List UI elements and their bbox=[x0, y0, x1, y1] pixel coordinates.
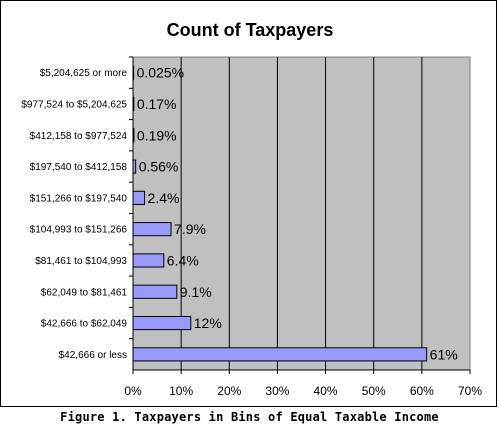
category-label: $81,461 to $104,993 bbox=[35, 256, 127, 267]
x-tick-label: 30% bbox=[265, 384, 289, 398]
x-tick-label: 70% bbox=[458, 384, 482, 398]
category-label: $151,266 to $197,540 bbox=[30, 193, 128, 204]
chart-title: Count of Taxpayers bbox=[167, 20, 334, 40]
bar bbox=[132, 65, 135, 80]
x-tick-label: 60% bbox=[410, 384, 434, 398]
data-label: 12% bbox=[194, 315, 222, 331]
bar bbox=[132, 128, 135, 143]
bar bbox=[132, 347, 428, 362]
category-label: $412,158 to $977,524 bbox=[30, 131, 128, 142]
bar-chart: Count of Taxpayers 0% 10% 20% 30% 40% 50% 60% 7… bbox=[21, 20, 482, 398]
data-label: 9.1% bbox=[180, 284, 212, 300]
plot-area: 0% 10% 20% 30% 40% 50% 60% 70% $5,204,625 or mor… bbox=[21, 56, 482, 398]
bar bbox=[132, 284, 178, 299]
category-label: $197,540 to $412,158 bbox=[30, 162, 128, 173]
data-label: 0.56% bbox=[139, 159, 179, 175]
figure-caption: Figure 1. Taxpayers in Bins of Equal Tax… bbox=[60, 410, 439, 424]
x-tick-label: 50% bbox=[362, 384, 386, 398]
bar bbox=[132, 190, 146, 205]
x-tick-label: 40% bbox=[314, 384, 338, 398]
category-label: $104,993 to $151,266 bbox=[30, 225, 128, 236]
category-label: $5,204,625 or more bbox=[40, 68, 128, 79]
bar bbox=[132, 315, 192, 331]
bar bbox=[132, 96, 135, 112]
x-tick-label: 20% bbox=[217, 384, 241, 398]
data-label: 61% bbox=[430, 346, 458, 362]
data-label: 6.4% bbox=[167, 252, 199, 268]
category-label: $977,524 to $5,204,625 bbox=[21, 99, 127, 110]
bar bbox=[132, 159, 137, 174]
category-label: $42,666 or less bbox=[59, 350, 127, 361]
data-label: 2.4% bbox=[148, 190, 180, 206]
bar bbox=[132, 222, 172, 237]
data-label: 0.025% bbox=[137, 65, 184, 81]
x-tick-label: 10% bbox=[169, 384, 193, 398]
data-label: 0.19% bbox=[137, 127, 177, 143]
data-label: 7.9% bbox=[174, 221, 206, 237]
data-label: 0.17% bbox=[137, 96, 177, 112]
x-tick-label: 0% bbox=[124, 384, 142, 398]
bar bbox=[132, 253, 165, 268]
category-label: $62,049 to $81,461 bbox=[41, 287, 128, 298]
category-label: $42,666 to $62,049 bbox=[41, 319, 128, 330]
